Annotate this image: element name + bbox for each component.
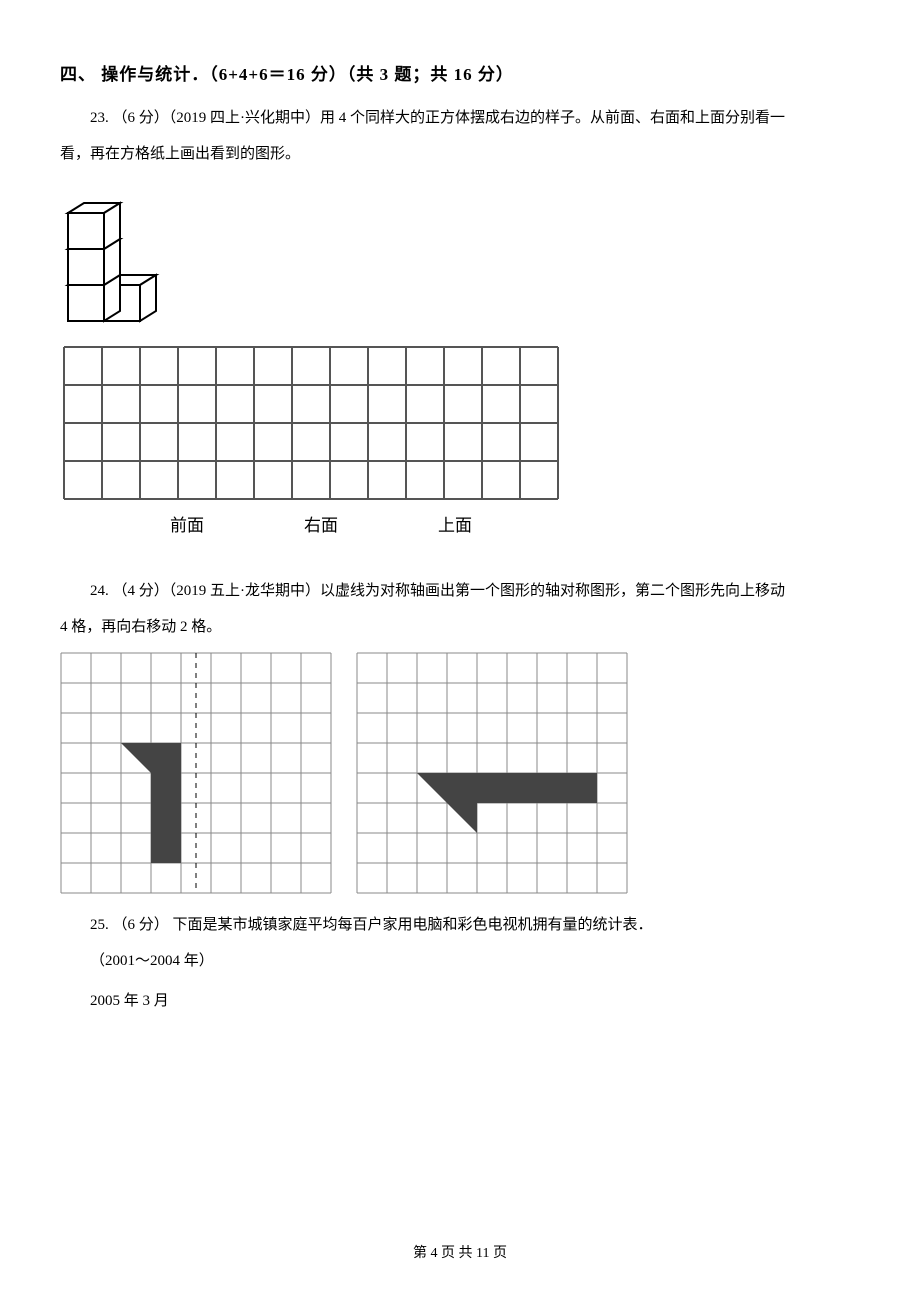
label-top: 上面 — [438, 511, 472, 536]
q23-cube-figure — [60, 179, 860, 329]
q25-text-line3: 2005 年 3 月 — [60, 986, 860, 1016]
section-title: 四、 操作与统计．（6+4+6＝16 分）（共 3 题；共 16 分） — [60, 60, 860, 85]
q25-block: 25. （6 分） 下面是某市城镇家庭平均每百户家用电脑和彩色电视机拥有量的统计… — [60, 910, 860, 1016]
page: 四、 操作与统计．（6+4+6＝16 分）（共 3 题；共 16 分） 23. … — [0, 0, 920, 1302]
q23-grid-figure: 前面 右面 上面 — [60, 343, 860, 536]
page-footer: 第 4 页 共 11 页 — [0, 1242, 920, 1262]
q24-grid-b — [356, 652, 628, 894]
label-front: 前面 — [170, 511, 204, 536]
label-right: 右面 — [304, 511, 338, 536]
q25-text-line2: （2001～2004 年） — [60, 946, 860, 976]
q24-grids — [60, 652, 860, 894]
q25-text-line1: 25. （6 分） 下面是某市城镇家庭平均每百户家用电脑和彩色电视机拥有量的统计… — [60, 910, 860, 940]
q24-text-line2: 4 格，再向右移动 2 格。 — [60, 612, 860, 642]
q23-text-line1: 23. （6 分）（2019 四上·兴化期中）用 4 个同样大的正方体摆成右边的… — [60, 103, 860, 133]
q24-grid-a — [60, 652, 332, 894]
q23-text-line2: 看，再在方格纸上画出看到的图形。 — [60, 139, 860, 169]
q24-text-line1: 24. （4 分）（2019 五上·龙华期中）以虚线为对称轴画出第一个图形的轴对… — [60, 576, 860, 606]
q23-view-labels: 前面 右面 上面 — [60, 511, 860, 536]
